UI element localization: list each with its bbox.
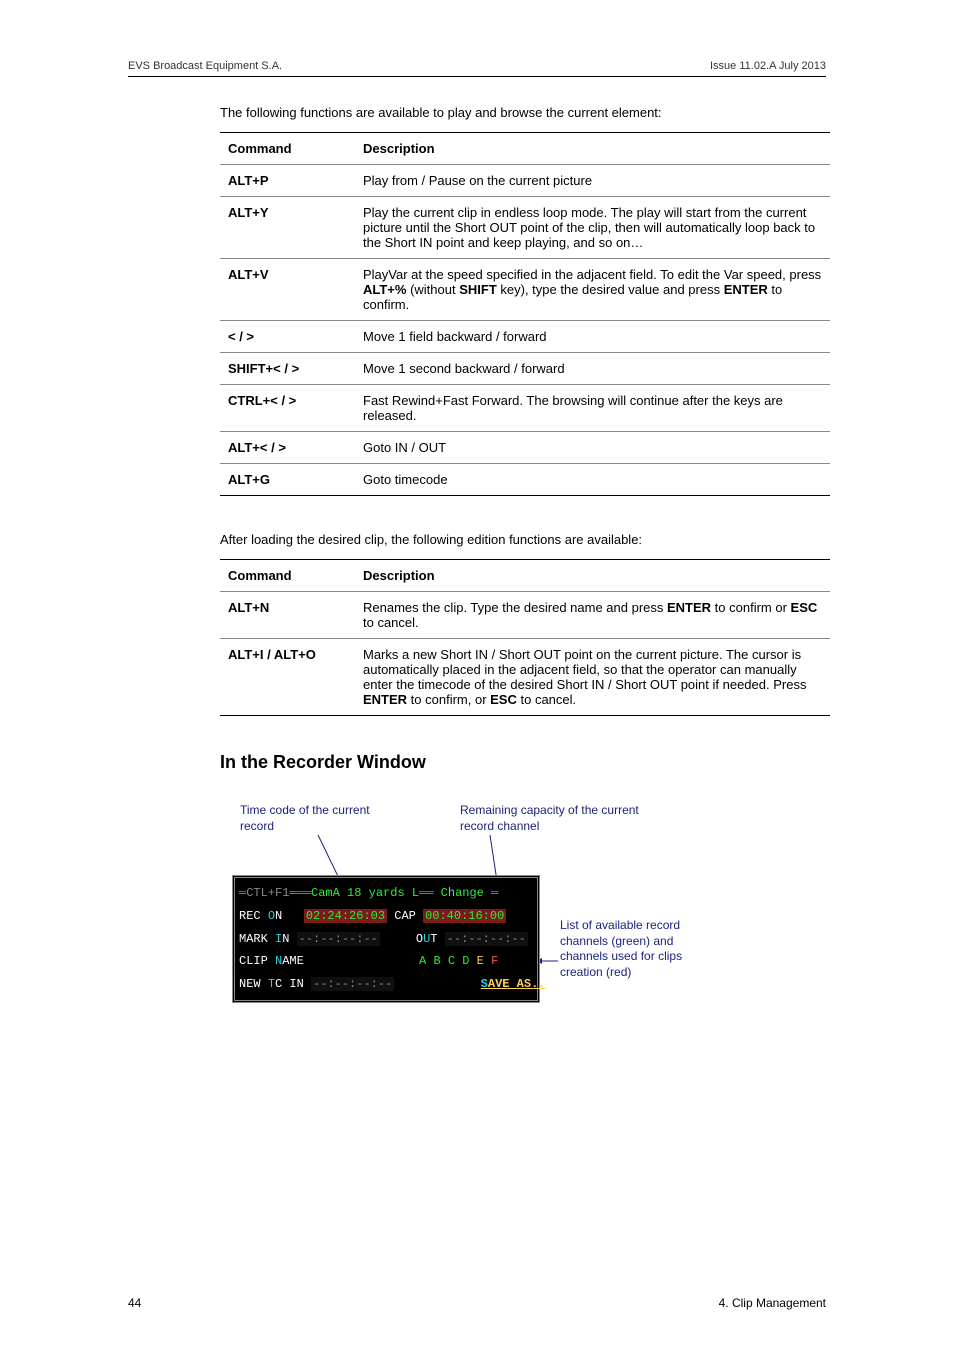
command-cell: CTRL+< / >	[220, 385, 355, 432]
table-row: ALT+GGoto timecode	[220, 464, 830, 496]
description-cell: Renames the clip. Type the desired name …	[355, 592, 830, 639]
table2-header-command: Command	[220, 560, 355, 592]
table-row: SHIFT+< / >Move 1 second backward / forw…	[220, 353, 830, 385]
subheading-recorder-window: In the Recorder Window	[220, 752, 830, 773]
terminal-row-newtc: NEW TC IN --:--:--:-- SAVE AS..	[239, 973, 533, 996]
table-row: ALT+YPlay the current clip in endless lo…	[220, 197, 830, 259]
command-cell: SHIFT+< / >	[220, 353, 355, 385]
description-cell: Move 1 second backward / forward	[355, 353, 830, 385]
description-cell: Play the current clip in endless loop mo…	[355, 197, 830, 259]
table-row: ALT+< / >Goto IN / OUT	[220, 432, 830, 464]
terminal-title: ═CTL+F1═══CamA 18 yards L══ Change ═	[239, 882, 533, 905]
command-cell: ALT+N	[220, 592, 355, 639]
terminal-row-clipname: CLIP NAME A B C D E F	[239, 950, 533, 973]
rec-capacity: 00:40:16:00	[423, 909, 506, 923]
terminal-row-mark: MARK IN --:--:--:-- OUT --:--:--:--	[239, 928, 533, 951]
header-right: Issue 11.02.A July 2013	[710, 60, 826, 72]
intro-text-1: The following functions are available to…	[220, 105, 830, 120]
command-cell: ALT+I / ALT+O	[220, 639, 355, 716]
footer-section: 4. Clip Management	[719, 1296, 826, 1310]
command-cell: ALT+V	[220, 259, 355, 321]
command-cell: ALT+P	[220, 165, 355, 197]
table-row: ALT+PPlay from / Pause on the current pi…	[220, 165, 830, 197]
commands-table-2: Command Description ALT+NRenames the cli…	[220, 559, 830, 716]
description-cell: Marks a new Short IN / Short OUT point o…	[355, 639, 830, 716]
command-cell: ALT+G	[220, 464, 355, 496]
description-cell: PlayVar at the speed specified in the ad…	[355, 259, 830, 321]
page-footer: 44 4. Clip Management	[128, 1296, 826, 1310]
description-cell: Goto timecode	[355, 464, 830, 496]
description-cell: Play from / Pause on the current picture	[355, 165, 830, 197]
page-header: EVS Broadcast Equipment S.A. Issue 11.02…	[128, 60, 826, 77]
intro-text-2: After loading the desired clip, the foll…	[220, 532, 830, 547]
annotation-timecode: Time code of the current record	[240, 803, 390, 834]
description-cell: Move 1 field backward / forward	[355, 321, 830, 353]
channels-green: A B C D	[419, 954, 469, 968]
footer-page-number: 44	[128, 1296, 141, 1310]
table-row: < / >Move 1 field backward / forward	[220, 321, 830, 353]
annotation-capacity: Remaining capacity of the current record…	[460, 803, 660, 834]
annotation-channels: List of available record channels (green…	[560, 918, 710, 980]
table-row: ALT+I / ALT+OMarks a new Short IN / Shor…	[220, 639, 830, 716]
description-cell: Goto IN / OUT	[355, 432, 830, 464]
command-cell: ALT+< / >	[220, 432, 355, 464]
command-cell: < / >	[220, 321, 355, 353]
header-left: EVS Broadcast Equipment S.A.	[128, 60, 282, 72]
commands-table-1: Command Description ALT+PPlay from / Pau…	[220, 132, 830, 496]
table2-header-description: Description	[355, 560, 830, 592]
command-cell: ALT+Y	[220, 197, 355, 259]
recorder-figure: Time code of the current record Remainin…	[220, 803, 780, 1043]
table-row: ALT+NRenames the clip. Type the desired …	[220, 592, 830, 639]
table1-header-command: Command	[220, 133, 355, 165]
table1-header-description: Description	[355, 133, 830, 165]
table-row: ALT+VPlayVar at the speed specified in t…	[220, 259, 830, 321]
terminal-row-rec: REC ON 02:24:26:03 CAP 00:40:16:00	[239, 905, 533, 928]
rec-timecode: 02:24:26:03	[304, 909, 387, 923]
table-row: CTRL+< / >Fast Rewind+Fast Forward. The …	[220, 385, 830, 432]
recorder-terminal: ═CTL+F1═══CamA 18 yards L══ Change ═ REC…	[232, 875, 540, 1003]
description-cell: Fast Rewind+Fast Forward. The browsing w…	[355, 385, 830, 432]
